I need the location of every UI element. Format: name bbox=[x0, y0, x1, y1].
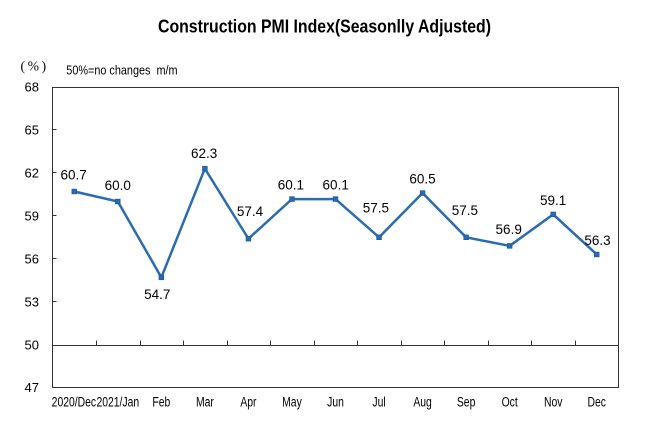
svg-text:56.3: 56.3 bbox=[584, 233, 610, 248]
svg-text:50: 50 bbox=[25, 337, 39, 352]
svg-text:Mar: Mar bbox=[196, 394, 214, 410]
svg-text:Aug: Aug bbox=[413, 394, 431, 410]
svg-text:60.0: 60.0 bbox=[105, 178, 131, 193]
svg-text:Dec: Dec bbox=[587, 394, 605, 410]
svg-text:60.5: 60.5 bbox=[409, 172, 435, 187]
svg-text:May: May bbox=[282, 394, 302, 410]
svg-text:2021/Jan: 2021/Jan bbox=[96, 394, 139, 410]
svg-text:57.5: 57.5 bbox=[363, 201, 389, 216]
svg-text:2020/Dec: 2020/Dec bbox=[52, 394, 96, 410]
svg-text:47: 47 bbox=[25, 380, 39, 395]
svg-text:( % ): ( % ) bbox=[21, 59, 47, 74]
svg-text:56.9: 56.9 bbox=[496, 222, 522, 237]
svg-text:60.7: 60.7 bbox=[60, 168, 86, 183]
svg-text:Apr: Apr bbox=[240, 394, 256, 410]
svg-text:60.1: 60.1 bbox=[323, 178, 349, 193]
svg-text:68: 68 bbox=[25, 80, 39, 95]
svg-text:57.5: 57.5 bbox=[452, 203, 478, 218]
svg-text:56: 56 bbox=[25, 251, 39, 266]
svg-text:60.1: 60.1 bbox=[278, 178, 304, 193]
svg-text:Jul: Jul bbox=[372, 394, 385, 410]
svg-text:Oct: Oct bbox=[502, 394, 519, 410]
svg-text:Jun: Jun bbox=[327, 394, 344, 410]
svg-text:65: 65 bbox=[25, 123, 39, 138]
svg-text:62.3: 62.3 bbox=[191, 146, 217, 161]
svg-text:Sep: Sep bbox=[457, 394, 476, 410]
svg-text:Construction PMI Index(Seasonl: Construction PMI Index(Seasonlly Adjuste… bbox=[158, 17, 491, 37]
svg-text:Nov: Nov bbox=[544, 394, 562, 410]
svg-text:53: 53 bbox=[25, 294, 39, 309]
svg-text:57.4: 57.4 bbox=[237, 204, 264, 219]
svg-text:Feb: Feb bbox=[152, 394, 170, 410]
svg-text:50%=no changes m/m: 50%=no changes m/m bbox=[66, 63, 177, 78]
svg-text:62: 62 bbox=[25, 165, 39, 180]
svg-text:54.7: 54.7 bbox=[144, 287, 170, 302]
svg-text:59: 59 bbox=[25, 208, 39, 223]
svg-text:59.1: 59.1 bbox=[540, 193, 566, 208]
